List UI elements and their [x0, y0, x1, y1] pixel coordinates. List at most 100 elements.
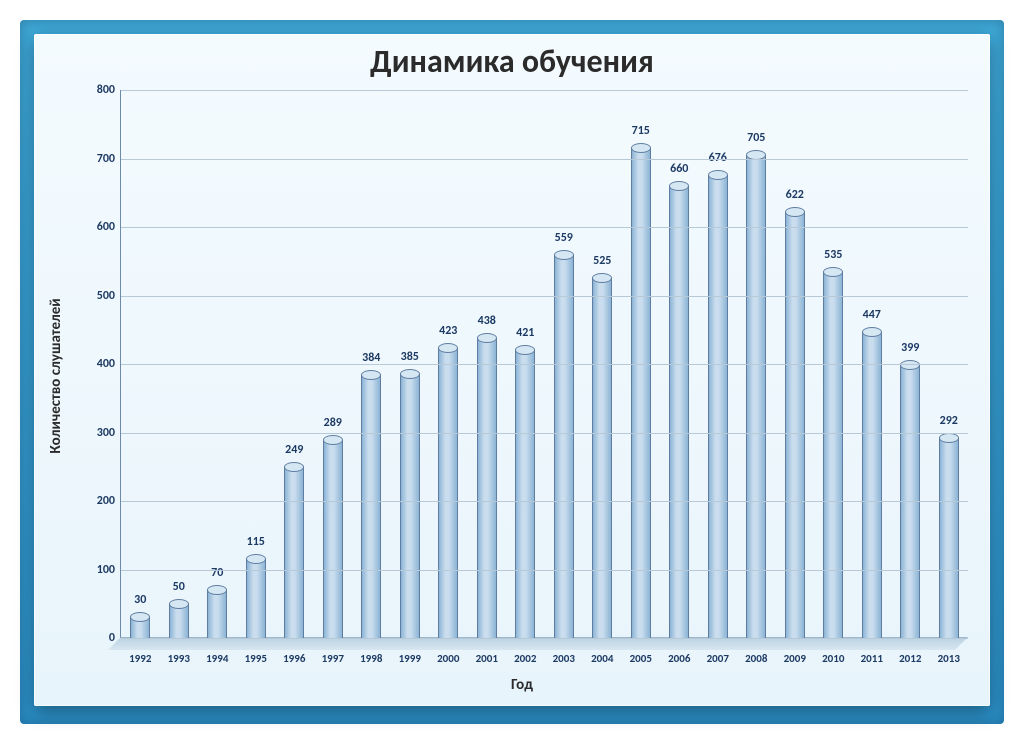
bar-value-label: 30 — [134, 593, 146, 607]
x-tick-label: 2012 — [899, 638, 921, 665]
x-tick-label: 2001 — [476, 638, 498, 665]
gridline — [121, 570, 968, 571]
bar-value-label: 384 — [362, 351, 380, 365]
x-tick-label: 2006 — [668, 638, 690, 665]
x-tick-label: 1995 — [245, 638, 267, 665]
x-tick-label: 1994 — [206, 638, 228, 665]
bar — [323, 440, 343, 638]
bar — [438, 348, 458, 638]
gridline — [121, 159, 968, 160]
bar — [631, 148, 651, 638]
gridline — [121, 296, 968, 297]
bar-top-ellipse — [939, 433, 959, 443]
x-tick-label: 2003 — [553, 638, 575, 665]
bar-value-label: 559 — [555, 231, 573, 245]
y-tick-label: 300 — [97, 426, 121, 440]
x-tick-label: 2005 — [630, 638, 652, 665]
x-tick-label: 1996 — [283, 638, 305, 665]
x-tick-label: 1993 — [168, 638, 190, 665]
bar-value-label: 423 — [439, 324, 457, 338]
gridline — [121, 227, 968, 228]
y-tick-label: 800 — [97, 83, 121, 97]
x-tick-label: 2009 — [784, 638, 806, 665]
x-axis-title: Год — [511, 676, 533, 694]
bar-value-label: 421 — [516, 326, 534, 340]
bar-top-ellipse — [477, 333, 497, 343]
y-tick-label: 100 — [97, 563, 121, 577]
bar-top-ellipse — [207, 585, 227, 595]
bar-top-ellipse — [361, 370, 381, 380]
bar-value-label: 622 — [786, 188, 804, 202]
bar-value-label: 385 — [401, 350, 419, 364]
bar-top-ellipse — [169, 599, 189, 609]
y-tick-label: 0 — [109, 631, 121, 645]
y-tick-label: 200 — [97, 494, 121, 508]
x-tick-label: 2002 — [514, 638, 536, 665]
bar-top-ellipse — [284, 462, 304, 472]
chart-panel: Динамика обучения Количество слушателей … — [34, 34, 990, 706]
bar — [862, 332, 882, 638]
bar-value-label: 447 — [863, 308, 881, 322]
bar-top-ellipse — [823, 267, 843, 277]
bar — [554, 255, 574, 638]
x-tick-label: 2000 — [437, 638, 459, 665]
bar-top-ellipse — [323, 435, 343, 445]
bar — [284, 467, 304, 638]
bar-value-label: 249 — [285, 443, 303, 457]
x-tick-label: 2004 — [591, 638, 613, 665]
bar-value-label: 525 — [593, 254, 611, 268]
bar — [477, 338, 497, 638]
x-tick-label: 2013 — [938, 638, 960, 665]
bar — [361, 375, 381, 638]
bar-value-label: 715 — [632, 124, 650, 138]
gridline — [121, 433, 968, 434]
bar — [939, 438, 959, 638]
bar-value-label: 535 — [824, 248, 842, 262]
x-tick-label: 2011 — [861, 638, 883, 665]
bar — [400, 374, 420, 638]
bar — [130, 617, 150, 638]
bar-value-label: 399 — [901, 341, 919, 355]
bar-value-label: 50 — [173, 580, 185, 594]
x-tick-label: 1992 — [129, 638, 151, 665]
bar-top-ellipse — [592, 273, 612, 283]
bar-top-ellipse — [130, 612, 150, 622]
bar — [246, 559, 266, 638]
y-tick-label: 400 — [97, 357, 121, 371]
bar-top-ellipse — [515, 345, 535, 355]
bar — [169, 604, 189, 638]
bar-value-label: 438 — [478, 314, 496, 328]
bar — [823, 272, 843, 638]
bar-value-label: 705 — [747, 131, 765, 145]
y-tick-label: 500 — [97, 289, 121, 303]
y-tick-label: 700 — [97, 152, 121, 166]
bar-top-ellipse — [400, 369, 420, 379]
bar — [592, 278, 612, 638]
bar-value-label: 289 — [324, 416, 342, 430]
bar-top-ellipse — [785, 207, 805, 217]
bar — [515, 350, 535, 638]
y-tick-label: 600 — [97, 220, 121, 234]
gridline — [121, 364, 968, 365]
bar — [207, 590, 227, 638]
chart-title: Динамика обучения — [34, 34, 990, 85]
bar-value-label: 660 — [670, 162, 688, 176]
x-tick-label: 1997 — [322, 638, 344, 665]
x-tick-label: 2008 — [745, 638, 767, 665]
x-tick-label: 1999 — [399, 638, 421, 665]
bar-top-ellipse — [246, 554, 266, 564]
bar-top-ellipse — [631, 143, 651, 153]
bar-value-label: 70 — [211, 566, 223, 580]
plot-wrap: Количество слушателей 301992501993701994… — [68, 90, 976, 662]
bar-value-label: 115 — [247, 535, 265, 549]
gridline — [121, 638, 968, 639]
page: Динамика обучения Количество слушателей … — [0, 0, 1024, 744]
bar-top-ellipse — [669, 181, 689, 191]
x-tick-label: 2007 — [707, 638, 729, 665]
bar-top-ellipse — [438, 343, 458, 353]
bar-top-ellipse — [862, 327, 882, 337]
gridline — [121, 501, 968, 502]
x-tick-label: 2010 — [822, 638, 844, 665]
bar-value-label: 292 — [940, 414, 958, 428]
bar-top-ellipse — [554, 250, 574, 260]
